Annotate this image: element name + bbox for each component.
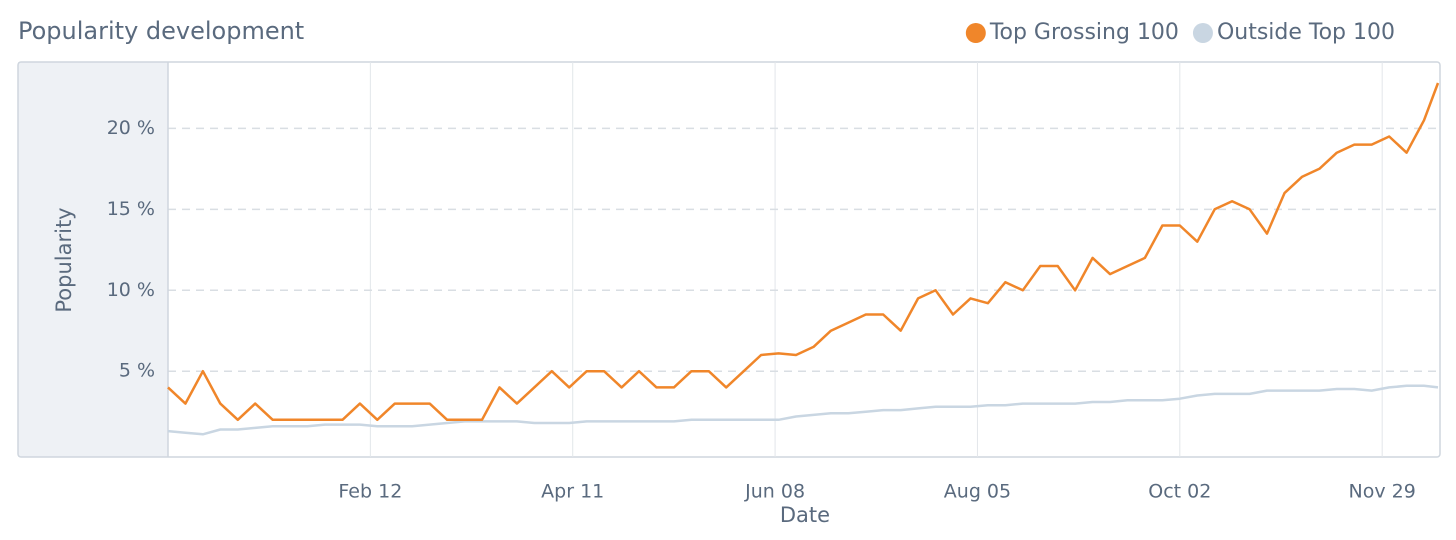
x-tick-label: Nov 29: [1349, 481, 1416, 503]
plot-frame: [17, 61, 1441, 458]
legend-marker: [1192, 23, 1213, 43]
series-line: [167, 384, 1439, 436]
x-tick-label: Feb 12: [338, 481, 402, 503]
y-tick-label: 20 %: [107, 117, 155, 139]
y-tick-label: 5 %: [119, 360, 155, 382]
x-tick-label: Oct 02: [1148, 481, 1211, 503]
legend-label: Outside Top 100: [1217, 20, 1395, 45]
y-axis-panel: [18, 62, 168, 457]
legend: Outside Top 100 Top Grossing 100: [965, 20, 1395, 45]
x-tick-label: Aug 05: [944, 481, 1011, 503]
y-tick-label: 10 %: [107, 279, 155, 301]
series-line: [167, 82, 1440, 422]
x-tick-label: Apr 11: [541, 481, 604, 503]
chart-title: Popularity development: [18, 17, 304, 45]
legend-marker: [965, 23, 986, 43]
legend-label: Top Grossing 100: [989, 20, 1179, 45]
x-tick-label: Jun 08: [744, 481, 805, 503]
x-axis-title: Date: [780, 503, 830, 527]
y-axis-title: Popularity: [52, 207, 76, 312]
y-tick-label: 15 %: [107, 198, 155, 220]
